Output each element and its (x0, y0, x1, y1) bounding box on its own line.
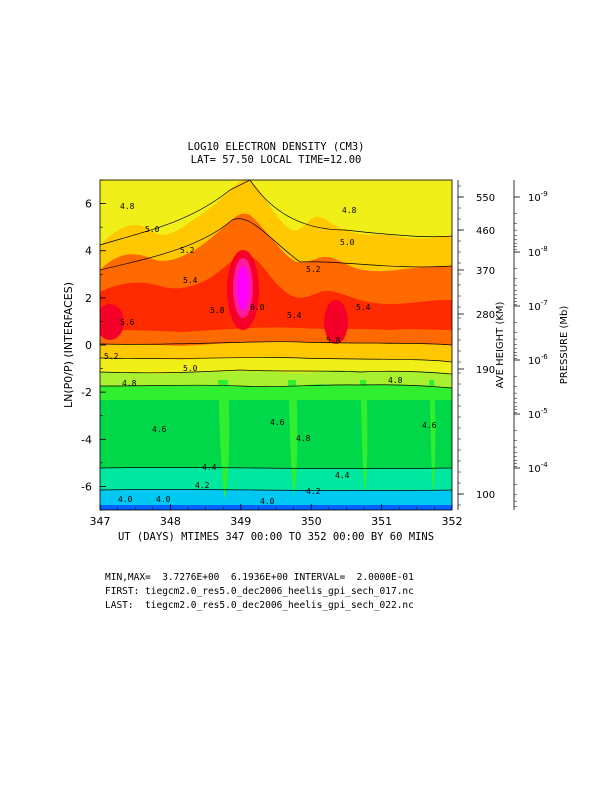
dip-1 (218, 380, 230, 500)
height-axis-label: AVE HEIGHT (KM) (495, 301, 506, 388)
contour-label: 4.8 (388, 376, 403, 385)
y-tick-label: -4 (81, 433, 92, 446)
y-tick-label: 4 (85, 245, 92, 258)
first-file-line: FIRST: tiegcm2.0_res5.0_dec2006_heelis_g… (105, 586, 414, 597)
contour-label: 4.8 (120, 202, 135, 211)
chart-subtitle: LAT= 57.50 LOCAL TIME=12.00 (191, 154, 362, 166)
height-tick-label: 550 (476, 193, 495, 204)
x-tick-label: 348 (160, 515, 181, 528)
y-axis: 6 4 2 0 -2 -4 -6 (81, 179, 106, 511)
pressure-axis-label: PRESSURE (Mb) (559, 306, 570, 385)
contour-label: 4.6 (152, 425, 167, 434)
pressure-tick-label: 10-5 (528, 407, 548, 421)
contour-label: 5.4 (356, 303, 371, 312)
y-tick-label: -2 (81, 386, 92, 399)
contour-label: 4.2 (306, 487, 321, 496)
y-tick-label: 0 (85, 339, 92, 352)
contour-label: 4.0 (118, 495, 133, 504)
contour-label: 5.6 (120, 318, 135, 327)
height-tick-label: 190 (476, 365, 495, 376)
contour-label: 4.8 (122, 379, 137, 388)
contour-label: 4.4 (202, 463, 217, 472)
y-tick-label: -6 (81, 480, 92, 493)
contour-label: 4.0 (156, 495, 171, 504)
contour-label: 5.2 (180, 246, 195, 255)
x-axis: 347 348 349 350 351 352 (90, 504, 463, 528)
contour-label: 5.0 (183, 364, 198, 373)
contour-label: 5.2 (104, 352, 119, 361)
contour-label: 5.0 (145, 225, 160, 234)
height-tick-label: 100 (476, 490, 495, 501)
x-tick-label: 350 (301, 515, 322, 528)
x-tick-label: 352 (442, 515, 463, 528)
band-56 (100, 254, 452, 332)
band-58-c (324, 300, 348, 344)
band-58-a (100, 304, 124, 340)
contour-label: 5.8 (326, 336, 341, 345)
contour-label: 5.8 (210, 306, 225, 315)
dip-3 (360, 380, 368, 492)
contour-label: 5.4 (287, 311, 302, 320)
dip-4 (429, 380, 436, 494)
height-tick-label: 280 (476, 310, 495, 321)
contour-bands (100, 180, 452, 510)
y-tick-label: 2 (85, 292, 92, 305)
pressure-tick-label: 10-6 (528, 353, 548, 367)
contour-label: 4.4 (335, 471, 350, 480)
contour-label: 4.8 (342, 206, 357, 215)
x-tick-label: 349 (230, 515, 251, 528)
contour-labels: 4.8 5.0 5.2 5.4 5.6 5.8 6.0 4.8 5.0 5.2 … (104, 202, 437, 506)
band-62 (237, 266, 249, 310)
height-tick-label: 370 (476, 266, 495, 277)
x-tick-label: 347 (90, 515, 111, 528)
x-axis-label: UT (DAYS) MTIMES 347 00:00 TO 352 00:00 … (118, 531, 434, 543)
dip-2 (288, 380, 298, 496)
contour-label: 6.0 (250, 303, 265, 312)
x-tick-label: 351 (371, 515, 392, 528)
contour-label: 4.6 (270, 418, 285, 427)
height-axis: 550 460 370 280 190 100 (458, 185, 495, 506)
pressure-axis: 10-9 10-8 10-7 10-6 10-5 10-4 (514, 190, 548, 507)
contour-label: 5.4 (183, 276, 198, 285)
height-tick-label: 460 (476, 226, 495, 237)
contour-lines (100, 180, 452, 491)
pressure-tick-label: 10-8 (528, 245, 548, 259)
pressure-tick-label: 10-9 (528, 190, 548, 204)
chart-title: LOG10 ELECTRON DENSITY (CM3) (187, 141, 364, 153)
minmax-line: MIN,MAX= 3.7276E+00 6.1936E+00 INTERVAL=… (105, 572, 414, 583)
y-axis-label: LN(P0/P) (INTERFACES) (62, 282, 75, 408)
contour-label: 5.0 (340, 238, 355, 247)
contour-label: 5.2 (306, 265, 321, 274)
contour-label: 4.8 (296, 434, 311, 443)
contour-label: 4.0 (260, 497, 275, 506)
contour-label: 4.2 (195, 481, 210, 490)
contour-label: 4.6 (422, 421, 437, 430)
pressure-tick-label: 10-4 (528, 461, 548, 475)
pressure-tick-label: 10-7 (528, 299, 548, 313)
last-file-line: LAST: tiegcm2.0_res5.0_dec2006_heelis_gp… (105, 600, 414, 611)
y-tick-label: 6 (85, 198, 92, 211)
